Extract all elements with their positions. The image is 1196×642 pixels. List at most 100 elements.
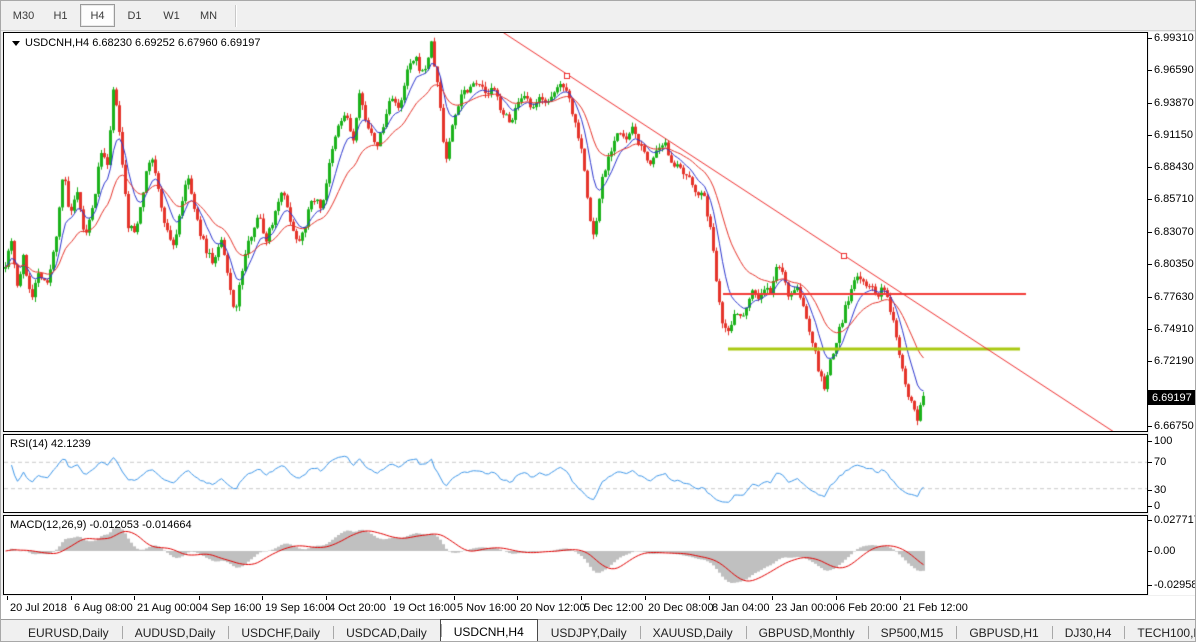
scale-tick	[1148, 329, 1152, 330]
tab-usdcad-daily[interactable]: USDCAD,Daily	[333, 622, 440, 641]
time-tick	[454, 596, 455, 600]
candlestick-chart-canvas[interactable]	[4, 33, 1147, 431]
scale-label: 30	[1154, 484, 1167, 496]
scale-tick	[1148, 462, 1152, 463]
chart-title: USDCNH,H4 6.68230 6.69252 6.67960 6.6919…	[25, 37, 261, 49]
time-label: 6 Aug 08:00	[74, 602, 133, 614]
scale-tick	[1148, 585, 1152, 586]
scale-label: 6.96590	[1154, 64, 1194, 76]
scale-tick	[1148, 264, 1152, 265]
timeframe-button-m30[interactable]: M30	[12, 9, 35, 22]
time-tick	[709, 596, 710, 600]
scale-tick	[1148, 551, 1152, 552]
scale-label: 0	[1154, 500, 1161, 512]
time-tick	[262, 596, 263, 600]
scale-tick	[1148, 361, 1152, 362]
chart-tabs: EURUSD,Daily AUDUSD,Daily USDCHF,Daily USDC…	[15, 619, 1195, 641]
time-label: 21 Aug 00:00	[137, 602, 202, 614]
scale-tick	[1148, 232, 1152, 233]
tab-dj30-h4[interactable]: DJ30,H4	[1051, 622, 1125, 641]
scale-tick	[1148, 426, 1152, 427]
scale-tick	[1148, 135, 1152, 136]
time-label: 21 Feb 12:00	[903, 602, 968, 614]
tab-gbpusd-h1[interactable]: GBPUSD,H1	[956, 622, 1051, 641]
time-tick	[581, 596, 582, 600]
scale-label: 6.83070	[1154, 226, 1194, 238]
time-tick	[390, 596, 391, 600]
scale-tick	[1148, 506, 1152, 507]
scale-tick	[1148, 490, 1152, 491]
chart-title-row: USDCNH,H4 6.68230 6.69252 6.67960 6.6919…	[12, 37, 260, 49]
rsi-label: RSI(14) 42.1239	[10, 438, 91, 450]
time-tick	[772, 596, 773, 600]
scale-label: 6.88430	[1154, 161, 1194, 173]
price-scale[interactable]	[1149, 32, 1195, 595]
time-tick	[326, 596, 327, 600]
time-tick	[645, 596, 646, 600]
scale-tick	[1148, 167, 1152, 168]
tab-audusd-daily[interactable]: AUDUSD,Daily	[121, 622, 229, 641]
macd-indicator-panel[interactable]: MACD(12,26,9) -0.012053 -0.014664	[3, 515, 1148, 595]
time-tick	[900, 596, 901, 600]
time-scale[interactable]: 20 Jul 2018 6 Aug 08:00 21 Aug 00:00 4 Sep …	[1, 596, 1195, 619]
time-tick	[836, 596, 837, 600]
tab-tech100-h1[interactable]: TECH100,H1	[1124, 622, 1195, 641]
time-label: 19 Oct 16:00	[393, 602, 456, 614]
time-tick	[7, 596, 8, 600]
scale-tick	[1148, 441, 1152, 442]
tab-usdchf-daily[interactable]: USDCHF,Daily	[228, 622, 333, 641]
timeframe-button-d1[interactable]: D1	[127, 9, 142, 22]
time-tick	[71, 596, 72, 600]
tab-xauusd-daily[interactable]: XAUUSD,Daily	[639, 622, 746, 641]
current-price-tag: 6.69197	[1148, 390, 1195, 405]
rsi-indicator-panel[interactable]: RSI(14) 42.1239	[3, 434, 1148, 513]
main-chart-panel[interactable]: USDCNH,H4 6.68230 6.69252 6.67960 6.6919…	[3, 32, 1148, 432]
tab-sp500-m15[interactable]: SP500,M15	[867, 622, 957, 641]
scale-label: 6.77630	[1154, 291, 1194, 303]
macd-label: MACD(12,26,9) -0.012053 -0.014664	[10, 519, 192, 531]
time-tick	[199, 596, 200, 600]
time-label: 23 Jan 00:00	[775, 602, 839, 614]
tab-usdcnh-h4[interactable]: USDCNH,H4	[439, 619, 538, 641]
scale-label: 0.027717	[1154, 514, 1196, 526]
scale-tick	[1148, 520, 1152, 521]
chart-dropdown-icon[interactable]	[12, 40, 20, 46]
timeframe-button-h4[interactable]: H4	[80, 4, 115, 27]
scale-tick	[1148, 70, 1152, 71]
scale-label: 70	[1154, 456, 1167, 468]
timeframe-button-mn[interactable]: MN	[199, 9, 218, 22]
tab-eurusd-daily[interactable]: EURUSD,Daily	[28, 625, 109, 640]
time-label: 6 Feb 20:00	[839, 602, 898, 614]
toolbar-separator	[235, 4, 237, 27]
time-label: 20 Jul 2018	[10, 602, 67, 614]
tab-gbpusd-monthly[interactable]: GBPUSD,Monthly	[745, 622, 868, 641]
time-label: 8 Jan 04:00	[712, 602, 770, 614]
time-label: 20 Dec 08:00	[648, 602, 714, 614]
time-label: 19 Sep 16:00	[265, 602, 331, 614]
scale-label: 6.72190	[1154, 355, 1194, 367]
time-tick	[134, 596, 135, 600]
time-tick	[517, 596, 518, 600]
tab-usdjpy-daily[interactable]: USDJPY,Daily	[550, 625, 627, 640]
time-label: 4 Sep 16:00	[202, 602, 262, 614]
scale-label: 6.74910	[1154, 323, 1194, 335]
scale-label: 6.80350	[1154, 258, 1194, 270]
scale-label: 100	[1154, 435, 1173, 447]
time-label: 5 Nov 16:00	[457, 602, 517, 614]
scale-label: 6.85710	[1154, 193, 1194, 205]
time-label: 5 Dec 12:00	[584, 602, 644, 614]
macd-canvas[interactable]	[4, 516, 1147, 594]
timeframe-button-w1[interactable]: W1	[163, 9, 180, 22]
scale-label: 6.99310	[1154, 32, 1194, 44]
scale-tick	[1148, 199, 1152, 200]
rsi-canvas[interactable]	[4, 435, 1147, 512]
scale-tick	[1148, 103, 1152, 104]
timeframe-button-h1[interactable]: H1	[53, 9, 68, 22]
scale-tick	[1148, 297, 1152, 298]
time-label: 4 Oct 20:00	[329, 602, 386, 614]
scale-tick	[1148, 38, 1152, 39]
timeframe-toolbar: M30 H1 H4 D1 W1 MN	[1, 1, 1195, 31]
scale-label: 6.93870	[1154, 97, 1194, 109]
scale-label: -0.029582	[1154, 579, 1195, 591]
